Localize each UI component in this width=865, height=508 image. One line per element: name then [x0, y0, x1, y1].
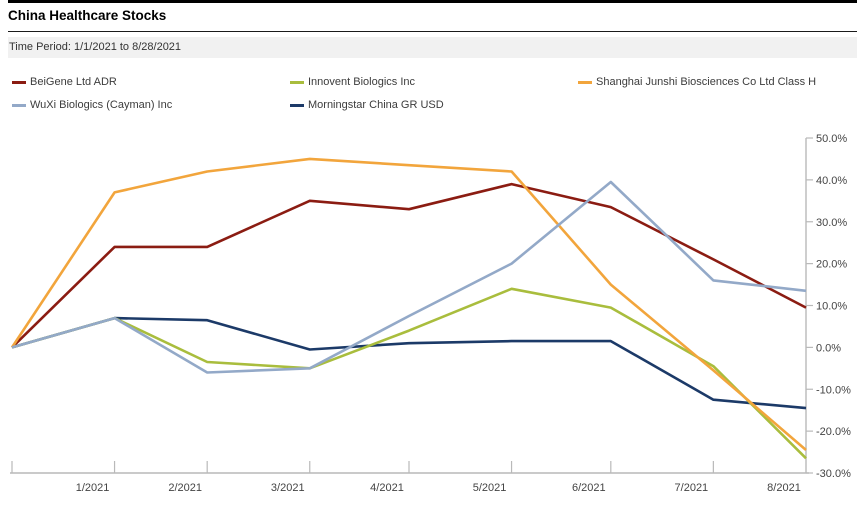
series-line-junshi: [10, 157, 807, 451]
page-title: China Healthcare Stocks: [8, 8, 167, 23]
series-line-morningstar: [11, 316, 807, 410]
y-axis-label: -30.0%: [816, 468, 851, 480]
legend-label: WuXi Biologics (Cayman) Inc: [30, 99, 173, 111]
legend-item-wuxi: WuXi Biologics (Cayman) Inc: [12, 98, 172, 112]
title-underline-rule: [8, 31, 857, 32]
y-axis-label: 20.0%: [816, 259, 847, 271]
legend-item-innovent: Innovent Biologics Inc: [290, 75, 415, 89]
legend-label: BeiGene Ltd ADR: [30, 76, 117, 88]
series-color-swatch-morningstar: [290, 103, 304, 107]
series-color-swatch-wuxi: [12, 103, 26, 107]
x-axis-label: 5/2021: [473, 482, 507, 494]
x-axis-label: 8/2021: [767, 482, 801, 494]
x-axis-label: 2/2021: [168, 482, 202, 494]
x-axis-label: 1/2021: [76, 482, 110, 494]
y-axis-label: -20.0%: [816, 426, 851, 438]
legend-label: Innovent Biologics Inc: [308, 76, 416, 88]
x-axis-label: 6/2021: [572, 482, 606, 494]
legend-item-beigene: BeiGene Ltd ADR: [12, 75, 117, 89]
y-axis-label: 10.0%: [816, 301, 847, 313]
y-axis-label: 30.0%: [816, 217, 847, 229]
time-period-label: Time Period: 1/1/2021 to 8/28/2021: [9, 41, 182, 53]
series-line-innovent: [11, 287, 807, 460]
top-border-rule: [8, 0, 857, 3]
x-axis-label: 3/2021: [271, 482, 305, 494]
x-axis-label: 4/2021: [370, 482, 404, 494]
legend-label: Morningstar China GR USD: [308, 99, 444, 111]
legend-label: Shanghai Junshi Biosciences Co Ltd Class…: [596, 76, 817, 88]
series-line-beigene: [11, 182, 807, 349]
y-axis-label: 40.0%: [816, 175, 847, 187]
legend-item-junshi: Shanghai Junshi Biosciences Co Ltd Class…: [578, 75, 816, 89]
time-period-band: [8, 37, 857, 58]
legend-item-morningstar: Morningstar China GR USD: [290, 98, 444, 112]
series-line-wuxi: [11, 180, 807, 374]
series-color-swatch-innovent: [290, 80, 304, 84]
y-axis-label: -10.0%: [816, 384, 851, 396]
y-axis-label: 0.0%: [816, 342, 841, 354]
series-color-swatch-beigene: [12, 80, 26, 84]
series-color-swatch-junshi: [578, 80, 592, 84]
y-axis-label: 50.0%: [816, 133, 847, 145]
x-axis-label: 7/2021: [675, 482, 709, 494]
